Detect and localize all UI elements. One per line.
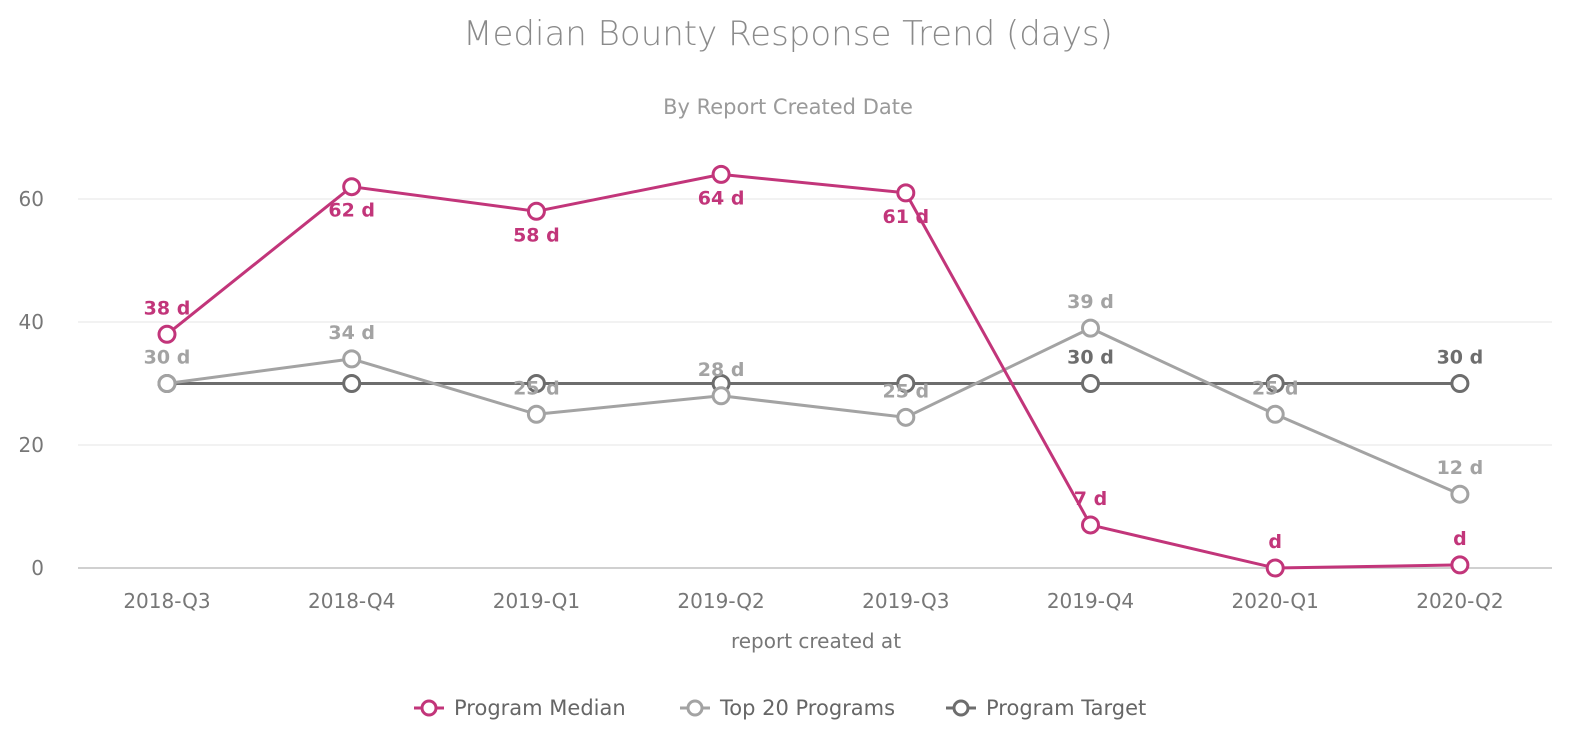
top-20-programs-data-label: 25 d bbox=[1252, 377, 1299, 399]
legend-item-program-target[interactable]: Program Target bbox=[946, 696, 1146, 720]
x-tick-label: 2019-Q1 bbox=[493, 589, 580, 613]
program-median-data-label: d bbox=[1453, 528, 1467, 550]
chart-title: Median Bounty Response Trend (days) bbox=[463, 14, 1113, 54]
program-median-data-label: 61 d bbox=[882, 206, 929, 228]
program-median-data-label: 62 d bbox=[328, 200, 375, 222]
top-20-programs-point[interactable] bbox=[526, 404, 546, 424]
top-20-programs-data-label: 25 d bbox=[513, 377, 560, 399]
x-tick-label: 2019-Q4 bbox=[1047, 589, 1134, 613]
x-tick-label: 2020-Q2 bbox=[1416, 589, 1503, 613]
x-axis-ticks: 2018-Q3 2018-Q4 2019-Q1 2019-Q2 2019-Q3 2019-… bbox=[123, 589, 1503, 613]
y-tick-label: 60 bbox=[19, 187, 44, 211]
program-target-data-label: 30 d bbox=[1437, 347, 1484, 369]
top-20-programs-line bbox=[166, 326, 1461, 496]
program-target-point[interactable] bbox=[1450, 374, 1470, 393]
series-program-median bbox=[157, 164, 1470, 578]
program-target-point[interactable] bbox=[1265, 374, 1285, 393]
legend: Program Median Top 20 Programs Program Tar… bbox=[414, 696, 1146, 720]
legend-label: Top 20 Programs bbox=[719, 696, 895, 720]
program-median-point[interactable] bbox=[896, 183, 916, 203]
program-target-point[interactable] bbox=[526, 374, 546, 393]
series-lines bbox=[157, 164, 1470, 578]
series-top-20-programs bbox=[157, 318, 1470, 504]
top-20-programs-data-label: 28 d bbox=[698, 359, 745, 381]
top-20-programs-data-label: 39 d bbox=[1067, 291, 1114, 313]
top-20-programs-data-label: 34 d bbox=[328, 322, 375, 344]
top-20-programs-point[interactable] bbox=[157, 374, 177, 393]
top-20-programs-data-label: 25 d bbox=[882, 380, 929, 402]
y-tick-label: 40 bbox=[19, 310, 44, 334]
top-20-programs-data-label: 30 d bbox=[144, 347, 191, 369]
program-target-point[interactable] bbox=[896, 374, 916, 393]
top-20-programs-point[interactable] bbox=[1450, 484, 1470, 504]
x-tick-label: 2018-Q3 bbox=[123, 589, 210, 613]
top-20-programs-point[interactable] bbox=[711, 386, 731, 406]
x-tick-label: 2019-Q3 bbox=[862, 589, 949, 613]
program-target-point[interactable] bbox=[1081, 374, 1100, 393]
program-target-point[interactable] bbox=[342, 374, 362, 393]
legend-label: Program Median bbox=[454, 696, 626, 720]
program-median-point[interactable] bbox=[1081, 515, 1100, 535]
top-20-programs-point[interactable] bbox=[1265, 404, 1285, 424]
legend-marker-icon bbox=[952, 699, 970, 717]
program-median-data-label: 38 d bbox=[144, 297, 191, 319]
program-median-point[interactable] bbox=[1265, 558, 1285, 578]
legend-marker-icon bbox=[686, 699, 704, 717]
y-tick-label: 0 bbox=[31, 556, 44, 580]
data-labels: 30 d 30 d 30 d 34 d 25 d 28 d 25 d 39 d 25 d 12 d… bbox=[144, 187, 1484, 553]
program-median-point[interactable] bbox=[526, 201, 546, 221]
x-tick-label: 2020-Q1 bbox=[1232, 589, 1319, 613]
top-20-programs-point[interactable] bbox=[1081, 318, 1100, 338]
top-20-programs-point[interactable] bbox=[342, 349, 362, 369]
legend-label: Program Target bbox=[986, 696, 1146, 720]
x-tick-label: 2018-Q4 bbox=[308, 589, 395, 613]
program-median-point[interactable] bbox=[157, 324, 177, 344]
program-median-line bbox=[166, 172, 1460, 570]
x-axis-title: report created at bbox=[731, 629, 901, 653]
program-median-data-label: d bbox=[1268, 531, 1282, 553]
y-tick-label: 20 bbox=[19, 433, 44, 457]
top-20-programs-data-label: 12 d bbox=[1437, 457, 1484, 479]
program-median-point[interactable] bbox=[1450, 555, 1470, 575]
top-20-programs-point[interactable] bbox=[896, 407, 916, 427]
program-median-data-label: 7 d bbox=[1074, 488, 1107, 510]
x-tick-label: 2019-Q2 bbox=[677, 589, 764, 613]
program-median-data-label: 64 d bbox=[698, 187, 745, 209]
program-median-point[interactable] bbox=[342, 177, 362, 197]
legend-item-top-20-programs[interactable]: Top 20 Programs bbox=[680, 696, 895, 720]
chart-subtitle: By Report Created Date bbox=[663, 95, 913, 119]
program-median-point[interactable] bbox=[711, 164, 731, 184]
legend-marker-icon bbox=[420, 699, 438, 717]
program-median-data-label: 58 d bbox=[513, 224, 560, 246]
y-axis-ticks: 0 20 40 60 bbox=[19, 187, 44, 580]
legend-item-program-median[interactable]: Program Median bbox=[414, 696, 626, 720]
program-target-data-label: 30 d bbox=[1067, 347, 1114, 369]
